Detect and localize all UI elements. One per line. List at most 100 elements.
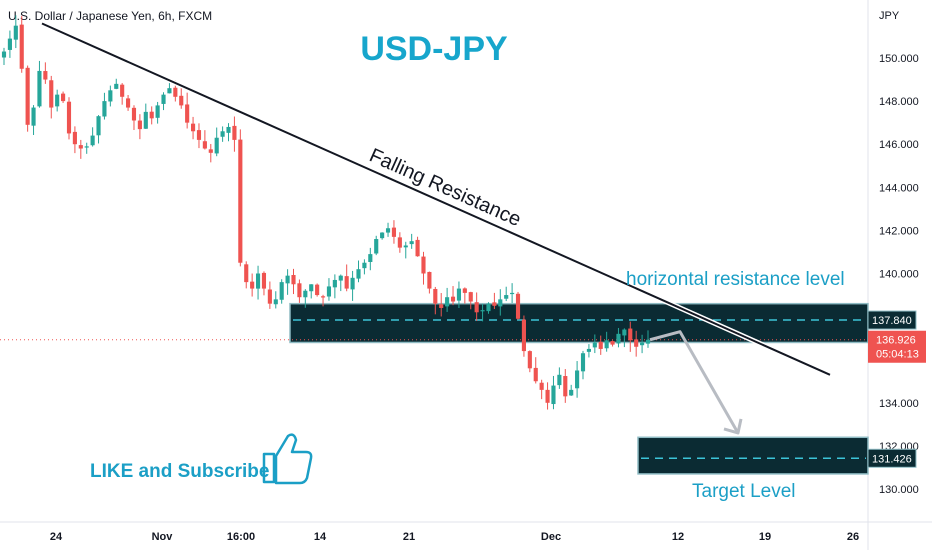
candle (279, 279, 284, 304)
candle (586, 344, 591, 358)
candle-body (645, 339, 651, 344)
candle (90, 127, 95, 147)
candle-body (202, 141, 207, 149)
candle (332, 274, 337, 299)
candle-body (31, 107, 36, 126)
candle-body (114, 83, 119, 89)
symbol-info: U.S. Dollar / Japanese Yen, 6h, FXCM (8, 9, 212, 23)
candle-body (338, 275, 343, 281)
candle-body (640, 342, 645, 346)
candle (143, 103, 148, 129)
candle-body (539, 382, 544, 390)
candle (285, 269, 290, 295)
candle (474, 292, 479, 321)
y-tick-label: 130.000 (879, 484, 919, 496)
x-axis: 24 Nov 16:00 14 21 Dec 12 19 26 (50, 531, 859, 543)
current-price-text: 136.926 (876, 335, 916, 347)
candle-body (238, 139, 243, 263)
candle (622, 328, 627, 348)
candle (356, 260, 361, 283)
candle (439, 293, 444, 317)
candle-body (96, 116, 101, 136)
candle-body (433, 288, 438, 304)
candle-body (196, 130, 202, 140)
candle-body (385, 228, 391, 233)
falling-resistance-line (41, 22, 831, 376)
candle-body (90, 135, 95, 146)
candle-body (303, 290, 308, 298)
candle (120, 83, 125, 105)
currency-label: JPY (879, 10, 900, 22)
candle (72, 126, 77, 154)
candle (55, 89, 60, 112)
candle (403, 241, 408, 259)
candle (391, 220, 397, 244)
candle-body (255, 273, 261, 289)
candle (31, 105, 36, 136)
candle-body (474, 302, 479, 313)
candle (445, 287, 450, 312)
candle (43, 62, 48, 84)
candle-body (161, 94, 166, 104)
candle (362, 259, 367, 275)
x-tick-label: 21 (403, 531, 415, 543)
candle-body (315, 284, 320, 296)
candle (61, 91, 66, 103)
candle (628, 321, 633, 352)
candle (244, 261, 249, 289)
candle (326, 278, 332, 301)
y-tick-label: 146.000 (879, 139, 919, 151)
candle-body (19, 24, 24, 69)
candle (421, 251, 426, 285)
candle-body (350, 277, 355, 290)
candle-body (527, 351, 532, 369)
candle (634, 330, 639, 357)
candle (557, 367, 562, 389)
candle (575, 361, 580, 398)
candle-body (374, 239, 379, 254)
candle-body (173, 87, 178, 97)
target-zone (637, 436, 869, 475)
candle (108, 85, 113, 107)
candle (49, 75, 54, 119)
projection-arrowhead (723, 418, 743, 435)
x-tick-label: 24 (50, 531, 63, 543)
candle (616, 327, 621, 348)
candle-body (214, 137, 219, 154)
candle-body (179, 95, 184, 106)
y-tick-label: 134.000 (879, 398, 919, 410)
candle-body (232, 125, 237, 140)
target-price-text: 131.426 (872, 453, 912, 465)
candle (385, 222, 391, 237)
y-tick-label: 150.000 (879, 53, 919, 65)
candle-body (137, 120, 142, 130)
candle (315, 283, 320, 297)
x-tick-label: 12 (672, 531, 684, 543)
candle (468, 291, 473, 310)
candle-body (49, 80, 54, 108)
annotation-lines (40, 21, 832, 435)
y-tick-label: 142.000 (879, 225, 919, 237)
candle-body (250, 281, 255, 289)
countdown-text: 05:04:13 (876, 349, 919, 361)
candle-body (279, 282, 284, 300)
candle-body (102, 101, 107, 117)
candle-body (309, 284, 314, 292)
candle-body (131, 107, 137, 121)
candle (161, 92, 166, 111)
candles-layer (1, 15, 651, 410)
candle (368, 247, 373, 271)
candle-body (368, 254, 373, 262)
candle-body (72, 131, 77, 145)
candle (409, 233, 414, 249)
candle-body (356, 269, 361, 279)
candle (397, 232, 402, 253)
like-subscribe-text: LIKE and Subscribe (90, 461, 269, 482)
chart-title: USD-JPY (360, 30, 508, 68)
candle-body (610, 341, 615, 345)
candle (545, 382, 550, 410)
candle (427, 271, 432, 294)
candle (179, 87, 184, 109)
thumbs-up-icon (262, 433, 313, 485)
candle (510, 283, 515, 304)
